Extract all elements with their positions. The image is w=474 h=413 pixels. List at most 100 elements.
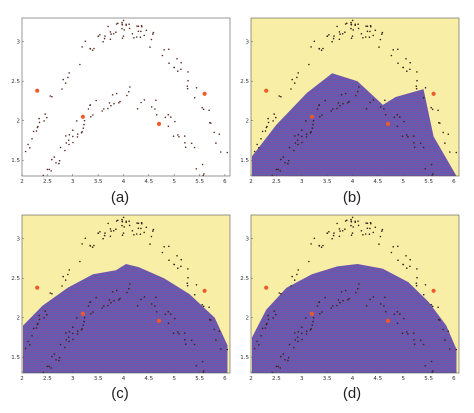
x-tick-label: 2.5 bbox=[43, 179, 52, 185]
data-point bbox=[43, 317, 45, 319]
data-point bbox=[318, 104, 320, 107]
data-point bbox=[31, 138, 33, 140]
data-point bbox=[336, 25, 338, 28]
data-point bbox=[430, 360, 433, 363]
data-point bbox=[202, 305, 205, 308]
data-point bbox=[183, 135, 186, 137]
data-point bbox=[384, 114, 387, 116]
data-point bbox=[366, 227, 369, 230]
data-point bbox=[174, 120, 176, 123]
data-point bbox=[172, 135, 175, 137]
data-point bbox=[186, 284, 189, 287]
data-point bbox=[444, 142, 446, 144]
data-point bbox=[38, 314, 40, 317]
highlight-point bbox=[35, 285, 40, 290]
data-point bbox=[301, 326, 303, 329]
data-point bbox=[372, 296, 375, 298]
data-point bbox=[267, 121, 270, 124]
data-point bbox=[170, 116, 172, 118]
data-point bbox=[121, 218, 123, 221]
data-point bbox=[277, 168, 280, 171]
data-point bbox=[184, 142, 186, 144]
data-point bbox=[68, 72, 70, 74]
data-point bbox=[348, 297, 350, 300]
data-point bbox=[275, 168, 278, 171]
data-point bbox=[370, 25, 372, 28]
data-point bbox=[35, 130, 38, 132]
data-point bbox=[308, 63, 310, 66]
data-point bbox=[253, 347, 256, 350]
data-point bbox=[297, 143, 299, 146]
highlight-point bbox=[202, 91, 207, 96]
data-point bbox=[368, 233, 371, 235]
data-point bbox=[48, 365, 50, 368]
data-point bbox=[177, 70, 179, 72]
panel-b: 2 2.5 3 3.5 4 4.5 5 5.5 6 1.5 2 2.5 3 (b) bbox=[240, 17, 460, 206]
data-point bbox=[301, 338, 303, 341]
data-point bbox=[32, 327, 35, 330]
data-point bbox=[346, 219, 348, 222]
data-point bbox=[61, 285, 63, 287]
data-point bbox=[180, 68, 182, 71]
data-point bbox=[350, 224, 352, 227]
data-point bbox=[122, 35, 125, 37]
data-point bbox=[137, 30, 140, 33]
data-point bbox=[32, 130, 35, 133]
data-point bbox=[360, 230, 363, 232]
data-point bbox=[128, 220, 130, 222]
data-point bbox=[339, 104, 341, 107]
data-point bbox=[91, 49, 94, 51]
data-point bbox=[51, 292, 53, 295]
data-point bbox=[129, 86, 131, 88]
data-point bbox=[261, 130, 264, 133]
data-point bbox=[279, 170, 282, 172]
data-point bbox=[365, 305, 368, 307]
data-point bbox=[287, 159, 290, 162]
data-point bbox=[406, 70, 408, 72]
data-point bbox=[333, 35, 335, 37]
data-point bbox=[324, 296, 327, 299]
data-point bbox=[62, 78, 64, 81]
data-point bbox=[131, 230, 134, 232]
data-point bbox=[338, 38, 341, 41]
data-point bbox=[53, 353, 56, 355]
data-point bbox=[402, 263, 405, 266]
data-point bbox=[431, 305, 434, 308]
data-point bbox=[122, 216, 125, 219]
data-point bbox=[64, 279, 67, 281]
data-point bbox=[167, 310, 170, 313]
data-point bbox=[403, 120, 405, 123]
data-point bbox=[112, 230, 115, 232]
data-point bbox=[372, 231, 375, 234]
data-point bbox=[68, 269, 70, 271]
data-point bbox=[145, 226, 148, 229]
data-point bbox=[406, 267, 408, 270]
data-point bbox=[347, 299, 349, 301]
data-point bbox=[293, 82, 296, 84]
data-point bbox=[358, 86, 360, 88]
data-point bbox=[369, 227, 371, 230]
data-point bbox=[92, 311, 94, 313]
panel-label: (a) bbox=[111, 189, 129, 206]
data-point bbox=[84, 237, 87, 240]
data-point bbox=[339, 230, 341, 232]
data-point bbox=[392, 49, 395, 51]
data-point bbox=[316, 108, 319, 110]
data-point bbox=[405, 255, 407, 257]
data-point bbox=[67, 139, 70, 141]
data-point bbox=[267, 314, 269, 317]
data-point bbox=[201, 303, 203, 306]
data-point bbox=[256, 143, 258, 146]
data-point bbox=[187, 79, 189, 82]
data-point bbox=[338, 235, 341, 238]
data-point bbox=[364, 233, 367, 235]
y-tick-label: 2.5 bbox=[240, 276, 249, 282]
data-point bbox=[320, 49, 323, 51]
highlight-point bbox=[431, 288, 436, 293]
data-point bbox=[31, 335, 33, 337]
x-tick-label: 5 bbox=[172, 179, 176, 185]
data-point bbox=[139, 36, 142, 38]
data-point bbox=[51, 95, 53, 98]
data-point bbox=[150, 38, 153, 41]
data-point bbox=[399, 313, 401, 315]
